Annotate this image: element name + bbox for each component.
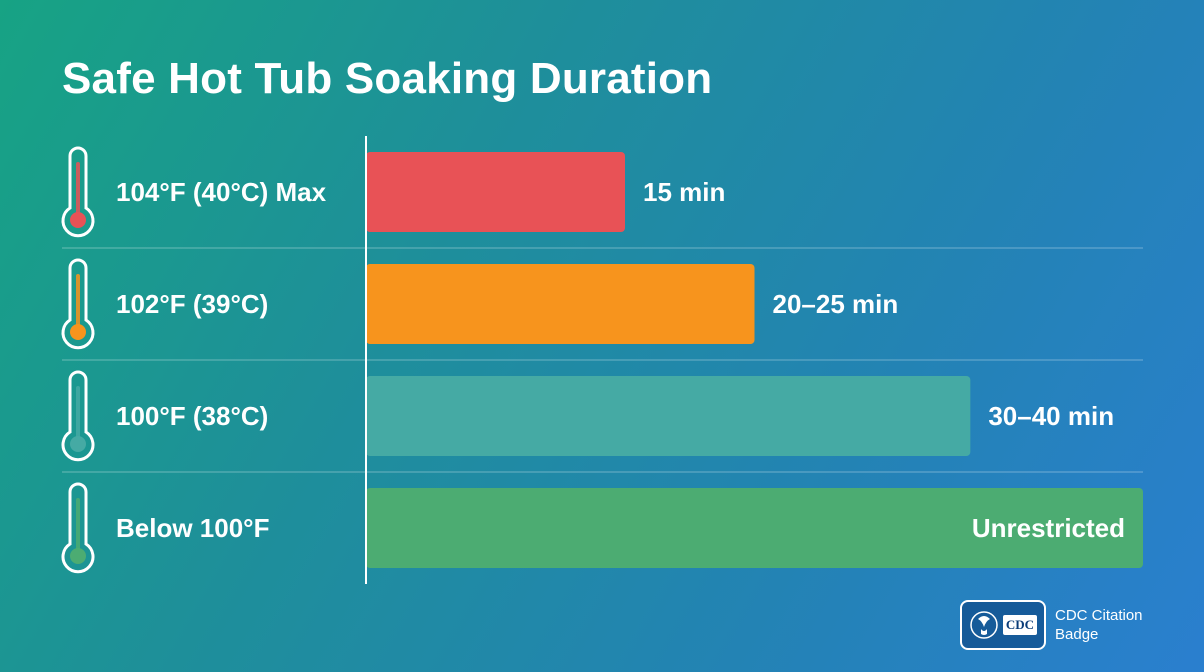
category-label: 104°F (40°C) Max	[116, 177, 327, 207]
bar	[366, 152, 625, 232]
cdc-citation-badge[interactable]: CDC	[960, 600, 1046, 650]
chart-title: Safe Hot Tub Soaking Duration	[62, 54, 713, 103]
thermometer-icon	[61, 482, 95, 574]
category-label: Below 100°F	[116, 513, 269, 543]
cdc-logo: CDC	[1002, 615, 1038, 635]
eagle-emblem-icon	[970, 611, 998, 639]
bar	[366, 376, 971, 456]
value-label: 30–40 min	[988, 401, 1114, 431]
value-label: 15 min	[643, 177, 725, 207]
bar	[366, 488, 1143, 568]
value-label: Unrestricted	[972, 513, 1125, 543]
category-label: 102°F (39°C)	[116, 289, 268, 319]
bar-chart: 104°F (40°C) Max 15 min 102°F (39°C) 20–25 …	[61, 146, 1143, 574]
value-label: 20–25 min	[773, 289, 899, 319]
thermometer-icon	[61, 258, 95, 350]
thermometer-icon	[61, 146, 95, 238]
category-label: 100°F (38°C)	[116, 401, 268, 431]
badge-caption: CDC Citation Badge	[1055, 607, 1143, 643]
bar	[366, 264, 755, 344]
thermometer-icon	[61, 370, 95, 462]
